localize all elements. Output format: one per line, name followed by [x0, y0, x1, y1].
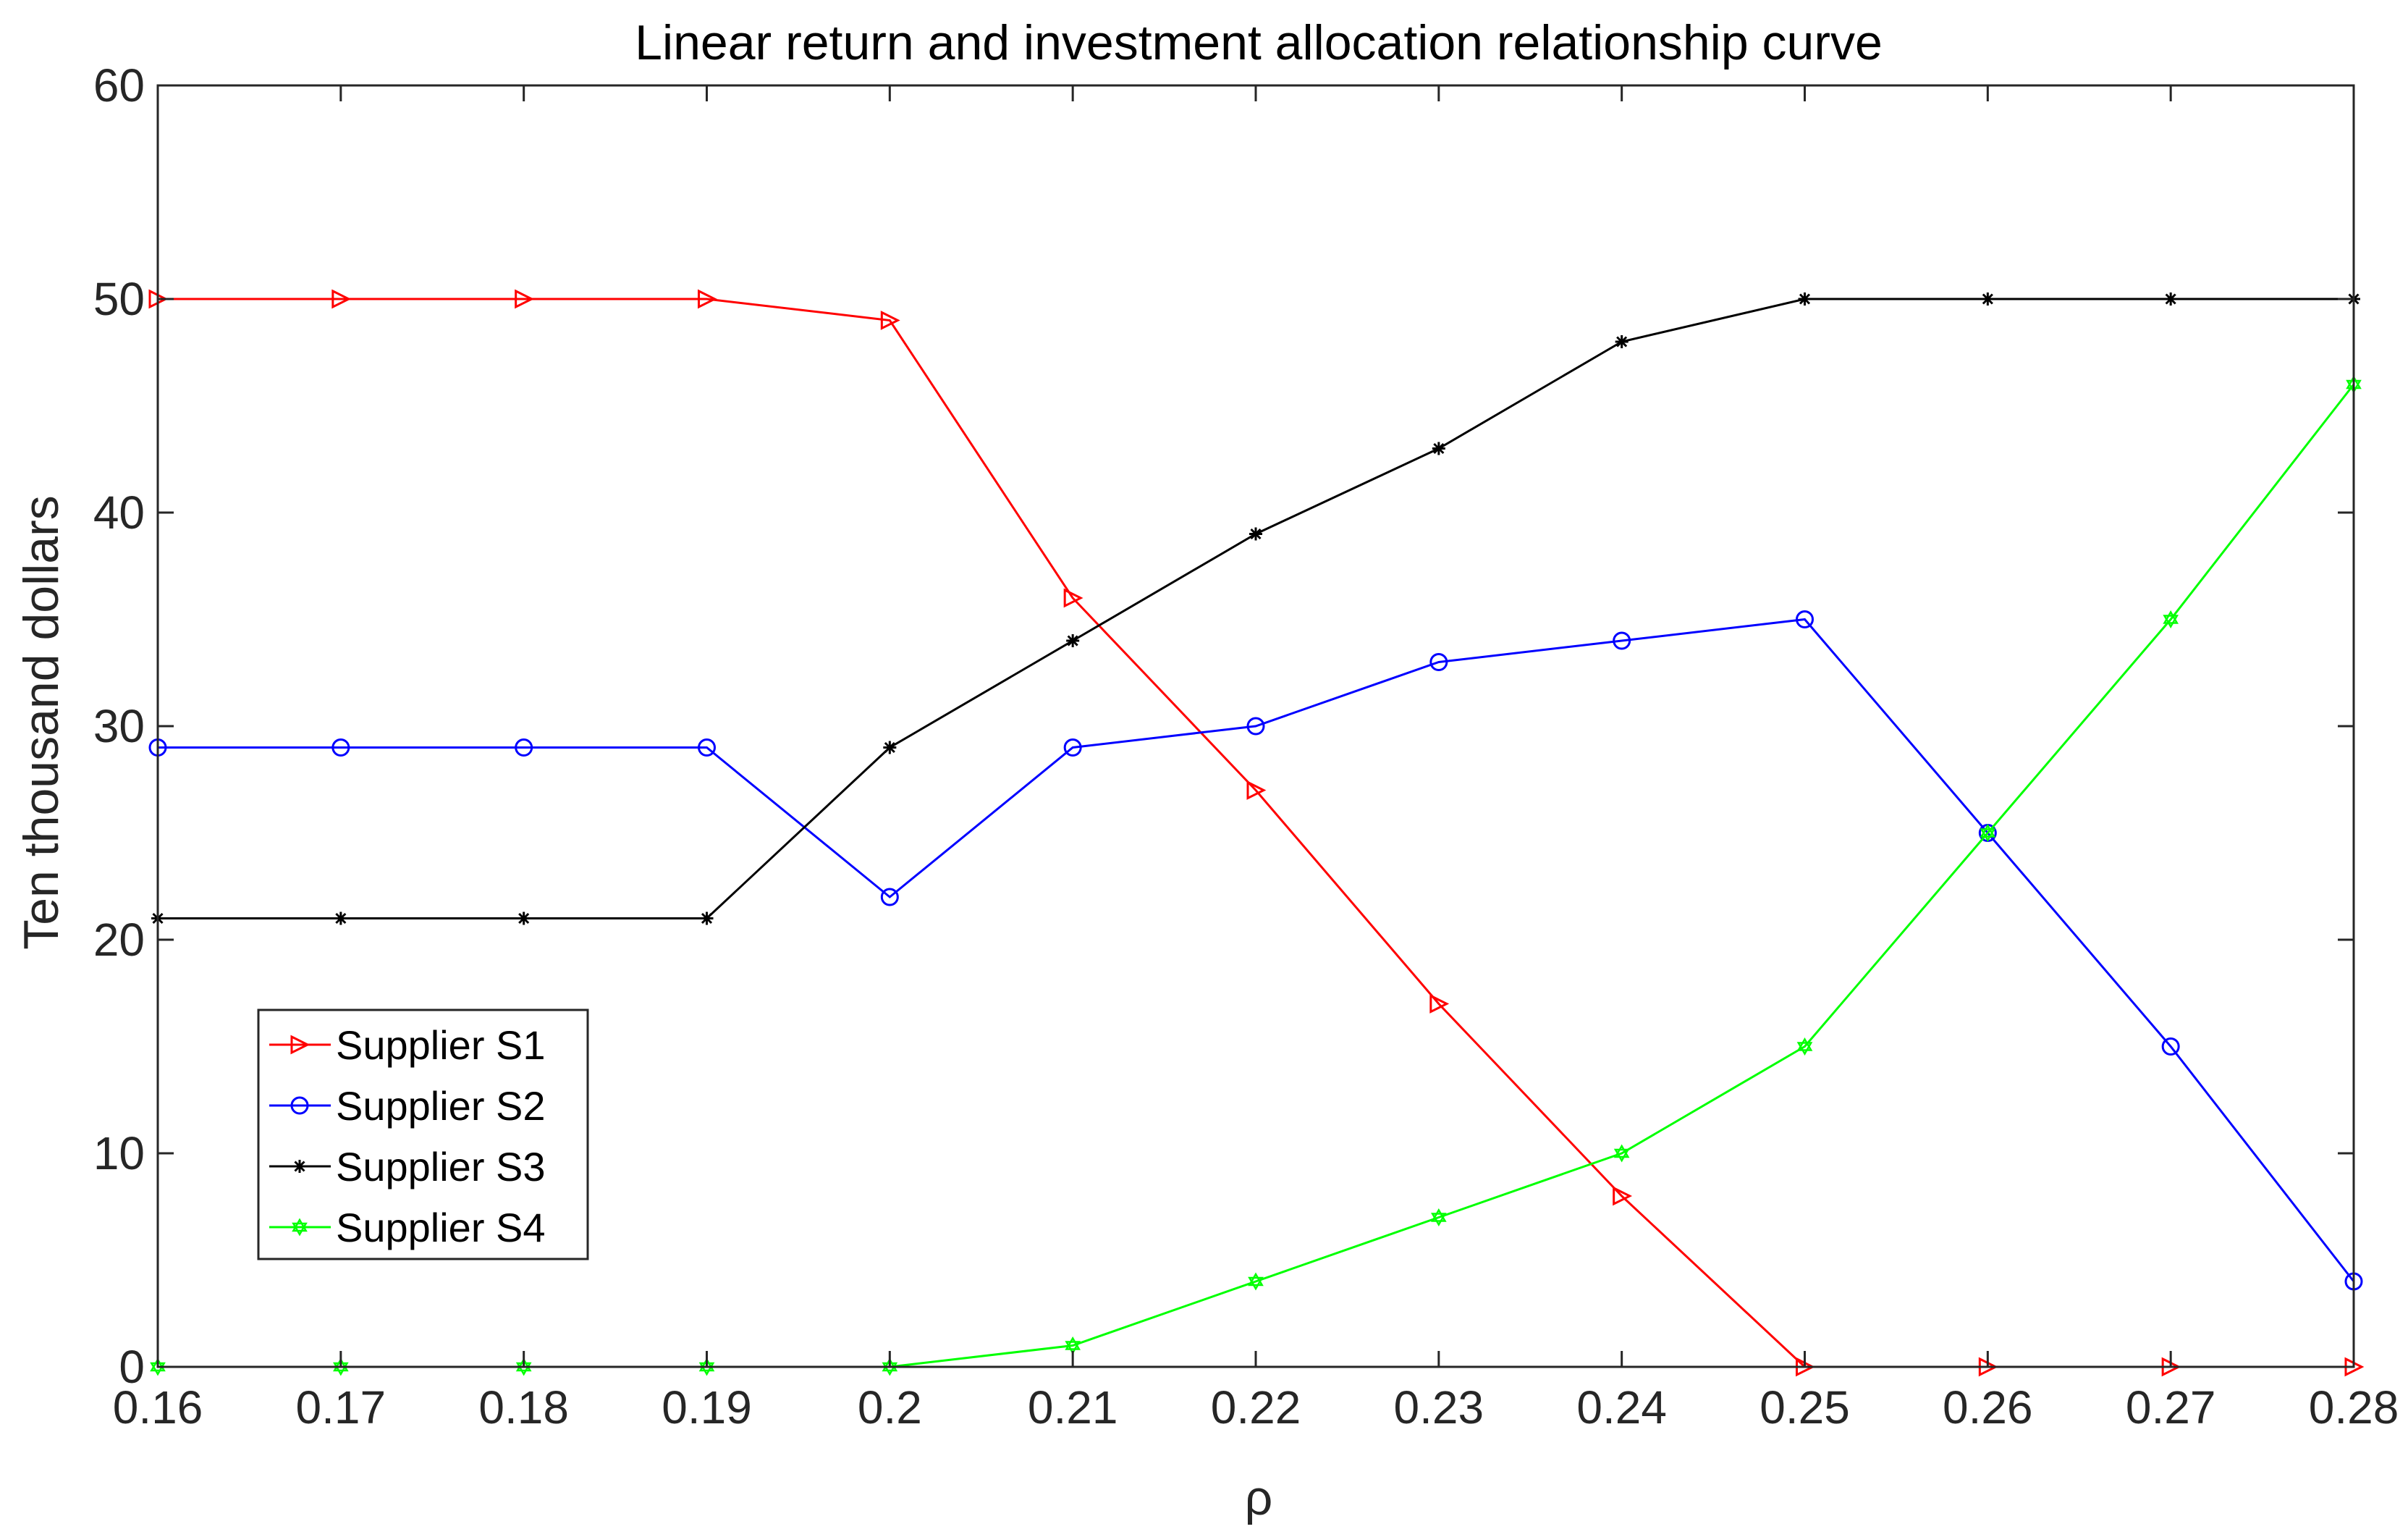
series-4-point	[1613, 1144, 1630, 1163]
series-4-point	[1980, 824, 1996, 842]
legend-marker	[293, 1160, 306, 1173]
y-tick-label: 10	[93, 1127, 145, 1179]
y-tick-label: 0	[119, 1341, 145, 1393]
legend-marker	[290, 1096, 309, 1115]
y-tick-label: 60	[93, 59, 145, 111]
series-2-point	[698, 738, 716, 757]
series-3-point	[1432, 442, 1445, 455]
series-1-point	[1613, 1186, 1633, 1206]
x-tick-label: 0.17	[296, 1381, 386, 1433]
series-1-point	[1429, 994, 1450, 1014]
series-1-point	[880, 311, 900, 330]
x-tick-label: 0.16	[113, 1381, 203, 1433]
y-tick-label: 20	[93, 914, 145, 966]
y-tick-label: 40	[93, 487, 145, 539]
series-3-point	[1981, 292, 1995, 306]
legend-entry: Supplier S3	[269, 1144, 546, 1189]
series-3-point	[1798, 292, 1812, 306]
series-4-point	[1248, 1272, 1264, 1291]
series-4-point	[1065, 1336, 1081, 1355]
series-2-point	[1063, 738, 1082, 757]
x-tick-label: 0.26	[1943, 1381, 2033, 1433]
x-tick-label: 0.27	[2126, 1381, 2216, 1433]
series-3-point	[2164, 292, 2178, 306]
x-tick-label: 0.2	[858, 1381, 922, 1433]
series-2-point	[880, 888, 899, 906]
series-2-point	[1613, 631, 1631, 650]
x-tick-label: 0.19	[662, 1381, 752, 1433]
series-4-point	[1796, 1037, 1813, 1056]
axes-layer: 0.16 0.17 0.18 0.19 0.2 0.21 0.22 0.23 0.24 0.25 0…	[93, 59, 2399, 1433]
series-3-point	[883, 741, 897, 754]
series-1-point	[698, 289, 717, 309]
y-tick-label: 50	[93, 273, 145, 325]
series-3-point	[1615, 335, 1628, 348]
series-3-point	[1249, 527, 1262, 541]
y-axis-label: Ten thousand dollars	[14, 495, 69, 950]
x-tick-label: 0.28	[2309, 1381, 2399, 1433]
legend-entry: Supplier S4	[269, 1205, 546, 1250]
series-1-point	[1063, 588, 1083, 608]
x-tick-label: 0.24	[1576, 1381, 1667, 1433]
x-tick-label: 0.23	[1394, 1381, 1484, 1433]
series-3-point	[517, 911, 531, 925]
series-2-point	[1246, 717, 1265, 736]
legend-entry: Supplier S1	[269, 1022, 546, 1068]
x-tick-label: 0.22	[1211, 1381, 1301, 1433]
x-axis-label: ρ	[1245, 1470, 1273, 1525]
y-tick-label: 30	[93, 700, 145, 752]
series-1-point	[515, 289, 535, 309]
legend-marker	[290, 1035, 310, 1055]
series-3-point	[700, 911, 714, 925]
x-tick-label: 0.18	[478, 1381, 569, 1433]
legend-marker	[292, 1218, 308, 1237]
series-1-point	[331, 289, 352, 309]
series-3-point	[1066, 634, 1080, 647]
series-4-point	[2163, 610, 2179, 628]
legend-label: Supplier S3	[336, 1144, 546, 1189]
x-tick-label: 0.25	[1759, 1381, 1850, 1433]
series-3-point	[334, 911, 347, 925]
series-2-point	[1796, 610, 1814, 628]
legend-entry: Supplier S2	[269, 1083, 546, 1129]
legend-label: Supplier S4	[336, 1205, 546, 1250]
series-4-point	[1431, 1208, 1447, 1227]
series-3	[151, 292, 2360, 925]
series-2-point	[2161, 1037, 2180, 1056]
series-2-point	[1429, 653, 1448, 671]
series-2-point	[515, 738, 533, 757]
legend-box	[257, 1008, 589, 1260]
chart-title: Linear return and investment allocation …	[635, 15, 1883, 70]
legend: Supplier S1 Supplier S2 Supplier S3 Supplie…	[257, 1008, 589, 1260]
series-2-point	[331, 738, 350, 757]
legend-label: Supplier S1	[336, 1022, 546, 1068]
series-1-point	[1246, 780, 1267, 800]
x-tick-label: 0.21	[1028, 1381, 1118, 1433]
legend-label: Supplier S2	[336, 1083, 546, 1129]
